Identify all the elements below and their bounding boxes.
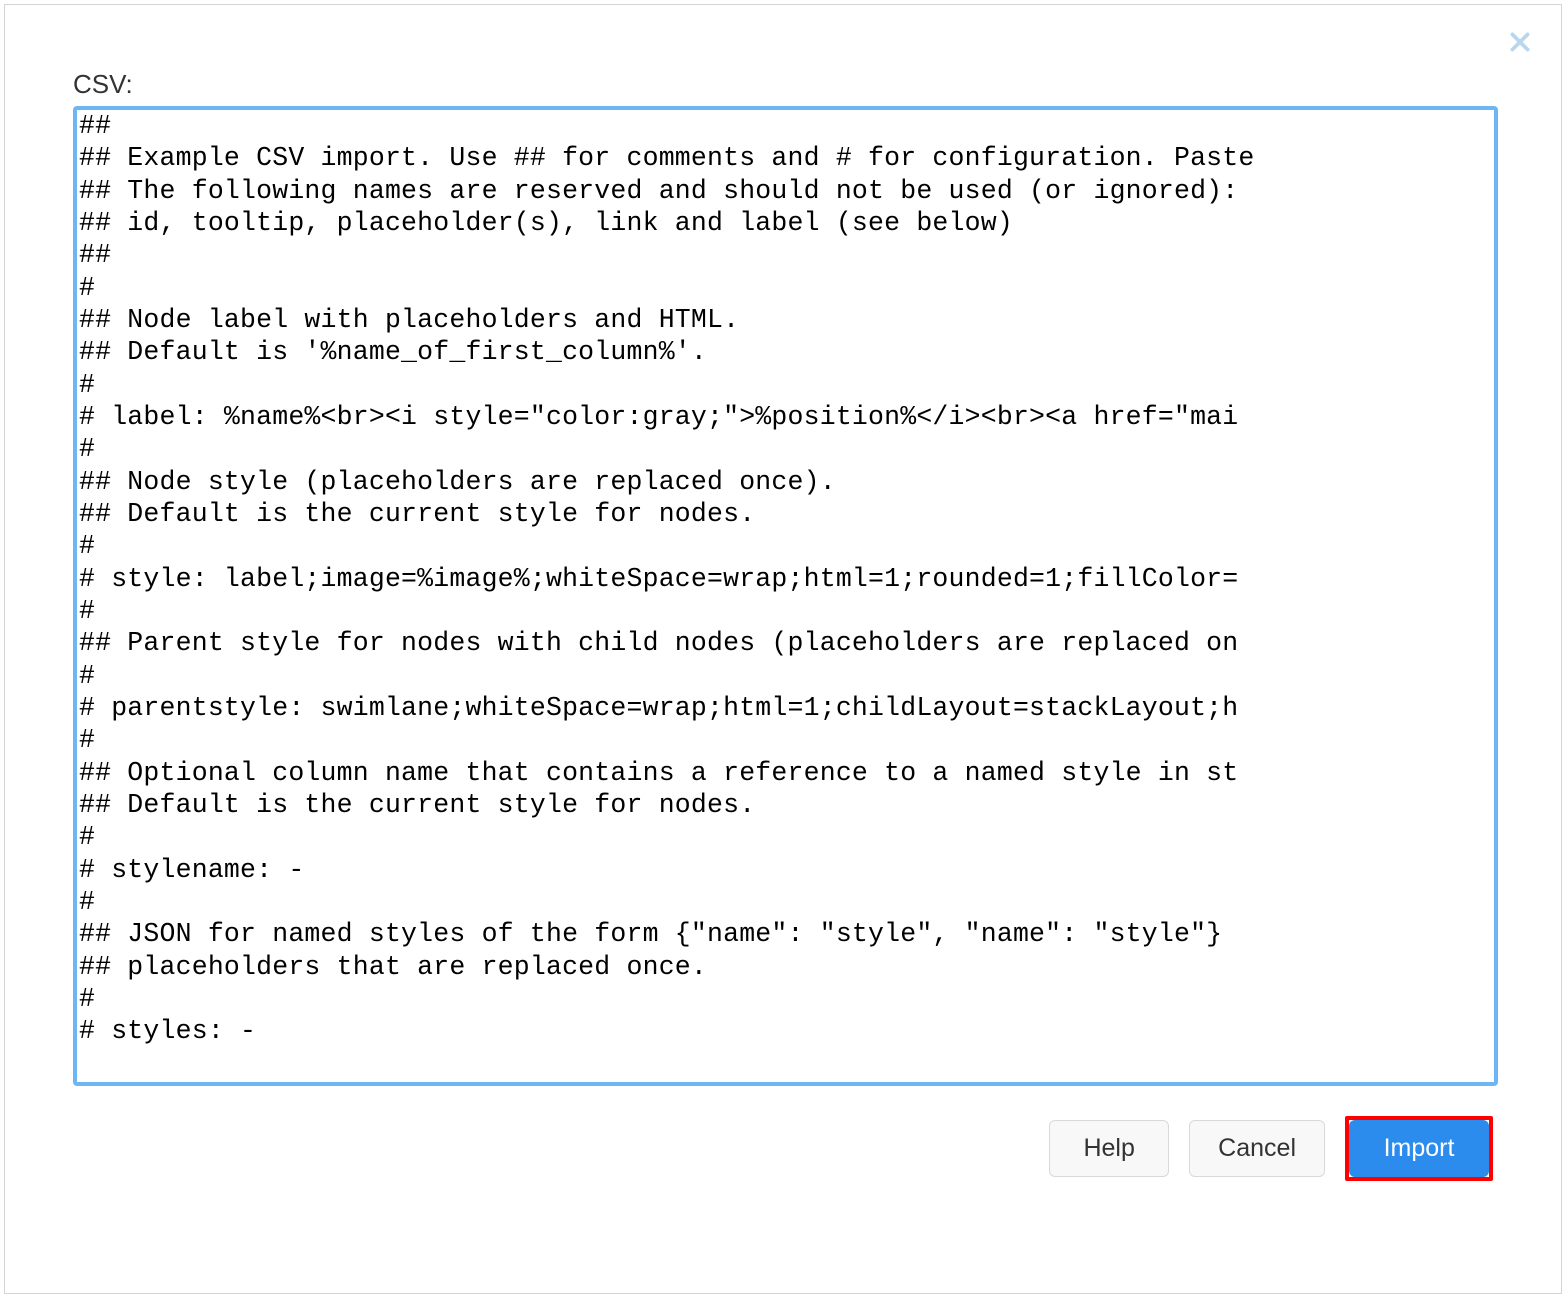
csv-textarea-wrapper — [73, 106, 1498, 1086]
csv-input[interactable] — [77, 110, 1494, 1082]
dialog-button-row: Help Cancel Import — [73, 1116, 1493, 1181]
cancel-button[interactable]: Cancel — [1189, 1120, 1325, 1177]
import-button-highlight: Import — [1345, 1116, 1493, 1181]
help-button[interactable]: Help — [1049, 1120, 1169, 1177]
csv-label: CSV: — [73, 69, 1493, 100]
close-icon[interactable] — [1501, 23, 1539, 61]
import-button[interactable]: Import — [1349, 1120, 1489, 1177]
csv-import-dialog: CSV: Help Cancel Import — [4, 4, 1562, 1294]
